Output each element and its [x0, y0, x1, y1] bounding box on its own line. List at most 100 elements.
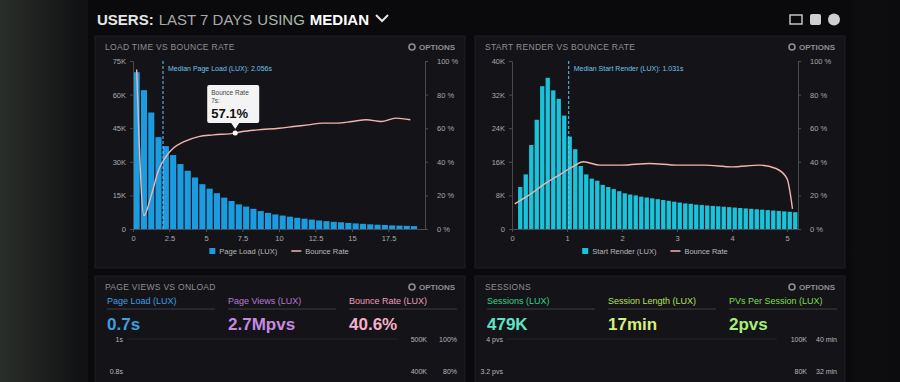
bar	[595, 181, 599, 229]
tick-label: 100 %	[810, 57, 832, 66]
bar	[722, 207, 726, 229]
tick: 5	[785, 229, 789, 243]
tick-label: 15	[348, 234, 356, 243]
axis-label: 400K	[411, 368, 428, 375]
kpi-value: 0.7s	[107, 315, 140, 334]
options-button[interactable]: OPTIONS	[799, 43, 836, 52]
tick-label: 60 %	[810, 124, 827, 133]
tick-label: 0	[131, 234, 135, 243]
tick-label: 40 %	[437, 158, 454, 167]
median-line	[568, 61, 569, 229]
tick-mark	[279, 229, 280, 232]
tick: 45K	[113, 124, 133, 133]
bar	[733, 208, 737, 229]
bar	[148, 113, 154, 229]
tick-mark	[509, 61, 512, 62]
bar	[661, 200, 665, 229]
tick-label: 10	[275, 234, 283, 243]
tick-mark	[389, 229, 390, 232]
bar	[634, 195, 638, 229]
options-icon	[409, 284, 415, 290]
bar	[788, 212, 792, 229]
header-part: MEDIAN	[310, 11, 369, 28]
tick-label: 20 %	[437, 191, 454, 200]
bar	[606, 187, 610, 229]
bar	[766, 210, 770, 229]
panel	[475, 276, 845, 382]
kpi-label: Page Load (LUX)	[107, 296, 177, 306]
options-button[interactable]: OPTIONS	[419, 283, 456, 292]
icon-share[interactable]	[810, 14, 821, 25]
tick-mark	[677, 229, 678, 232]
bar	[258, 211, 264, 229]
dropdown-chevron[interactable]	[376, 15, 388, 21]
tick-label: 80 %	[810, 91, 827, 100]
bar	[141, 90, 147, 229]
grid-hint	[507, 339, 777, 340]
legend-swatch	[582, 248, 588, 254]
bar	[760, 210, 764, 229]
tick-mark	[130, 128, 133, 129]
tick: 60K	[113, 91, 133, 100]
header-title: USERS:LAST 7 DAYSUSINGMEDIAN	[97, 11, 369, 28]
bar	[628, 195, 632, 229]
axis-label: 1s	[116, 336, 124, 343]
tick-label: 7.5	[238, 234, 248, 243]
bar	[771, 211, 775, 229]
y2-axis: 0 %20 %40 %60 %80 %100 %	[798, 57, 832, 234]
axis-label: 4 pvs	[486, 336, 503, 344]
icon-monitor[interactable]	[790, 15, 802, 24]
axis-label: 80K	[795, 368, 808, 375]
axis-line	[798, 62, 799, 230]
tick: 75K	[113, 57, 133, 66]
tick-mark	[425, 95, 428, 96]
bar	[316, 220, 322, 229]
bar	[755, 209, 759, 229]
tick: 60 %	[425, 124, 454, 133]
tick: 3	[675, 229, 679, 243]
icon-help[interactable]	[828, 14, 840, 26]
options-button[interactable]: OPTIONS	[419, 43, 456, 52]
tick: 0	[131, 229, 135, 243]
bar	[540, 86, 544, 229]
bar	[185, 171, 191, 229]
axis-label: 32 min	[816, 368, 837, 375]
bar	[207, 189, 213, 229]
median-label: Median Start Render (LUX): 1.031s	[574, 65, 684, 73]
bar	[689, 204, 693, 229]
bar	[667, 201, 671, 229]
tick-mark	[798, 61, 801, 62]
bar	[302, 219, 308, 229]
median-label: Median Page Load (LUX): 2.056s	[168, 65, 272, 73]
options-button[interactable]: OPTIONS	[799, 283, 836, 292]
tick-mark	[509, 195, 512, 196]
tick: 0 %	[425, 225, 450, 234]
bar	[793, 212, 797, 229]
bar	[250, 209, 256, 229]
kpi-divider	[487, 309, 595, 310]
bar	[192, 177, 198, 229]
tick-mark	[425, 195, 428, 196]
line-series	[515, 162, 793, 209]
tick: 60 %	[798, 124, 827, 133]
tick-mark	[509, 128, 512, 129]
legend-swatch	[670, 250, 680, 252]
axis-line	[512, 62, 513, 230]
tick: 10	[275, 229, 283, 243]
bar	[287, 217, 293, 229]
tick: 16K	[492, 158, 512, 167]
tick-mark	[798, 195, 801, 196]
tick-mark	[732, 229, 733, 232]
tick-label: 60K	[113, 91, 126, 100]
tick-label: 100 %	[437, 57, 459, 66]
bar	[199, 184, 205, 229]
options-icon	[409, 44, 415, 50]
tick: 2.5	[165, 229, 175, 243]
bar	[738, 208, 742, 229]
tick: 5	[204, 229, 208, 243]
kpi-label: Session Length (LUX)	[608, 296, 696, 306]
tick: 30K	[113, 158, 133, 167]
tick-mark	[130, 95, 133, 96]
tick-label: 20 %	[810, 191, 827, 200]
line-series	[137, 69, 411, 215]
